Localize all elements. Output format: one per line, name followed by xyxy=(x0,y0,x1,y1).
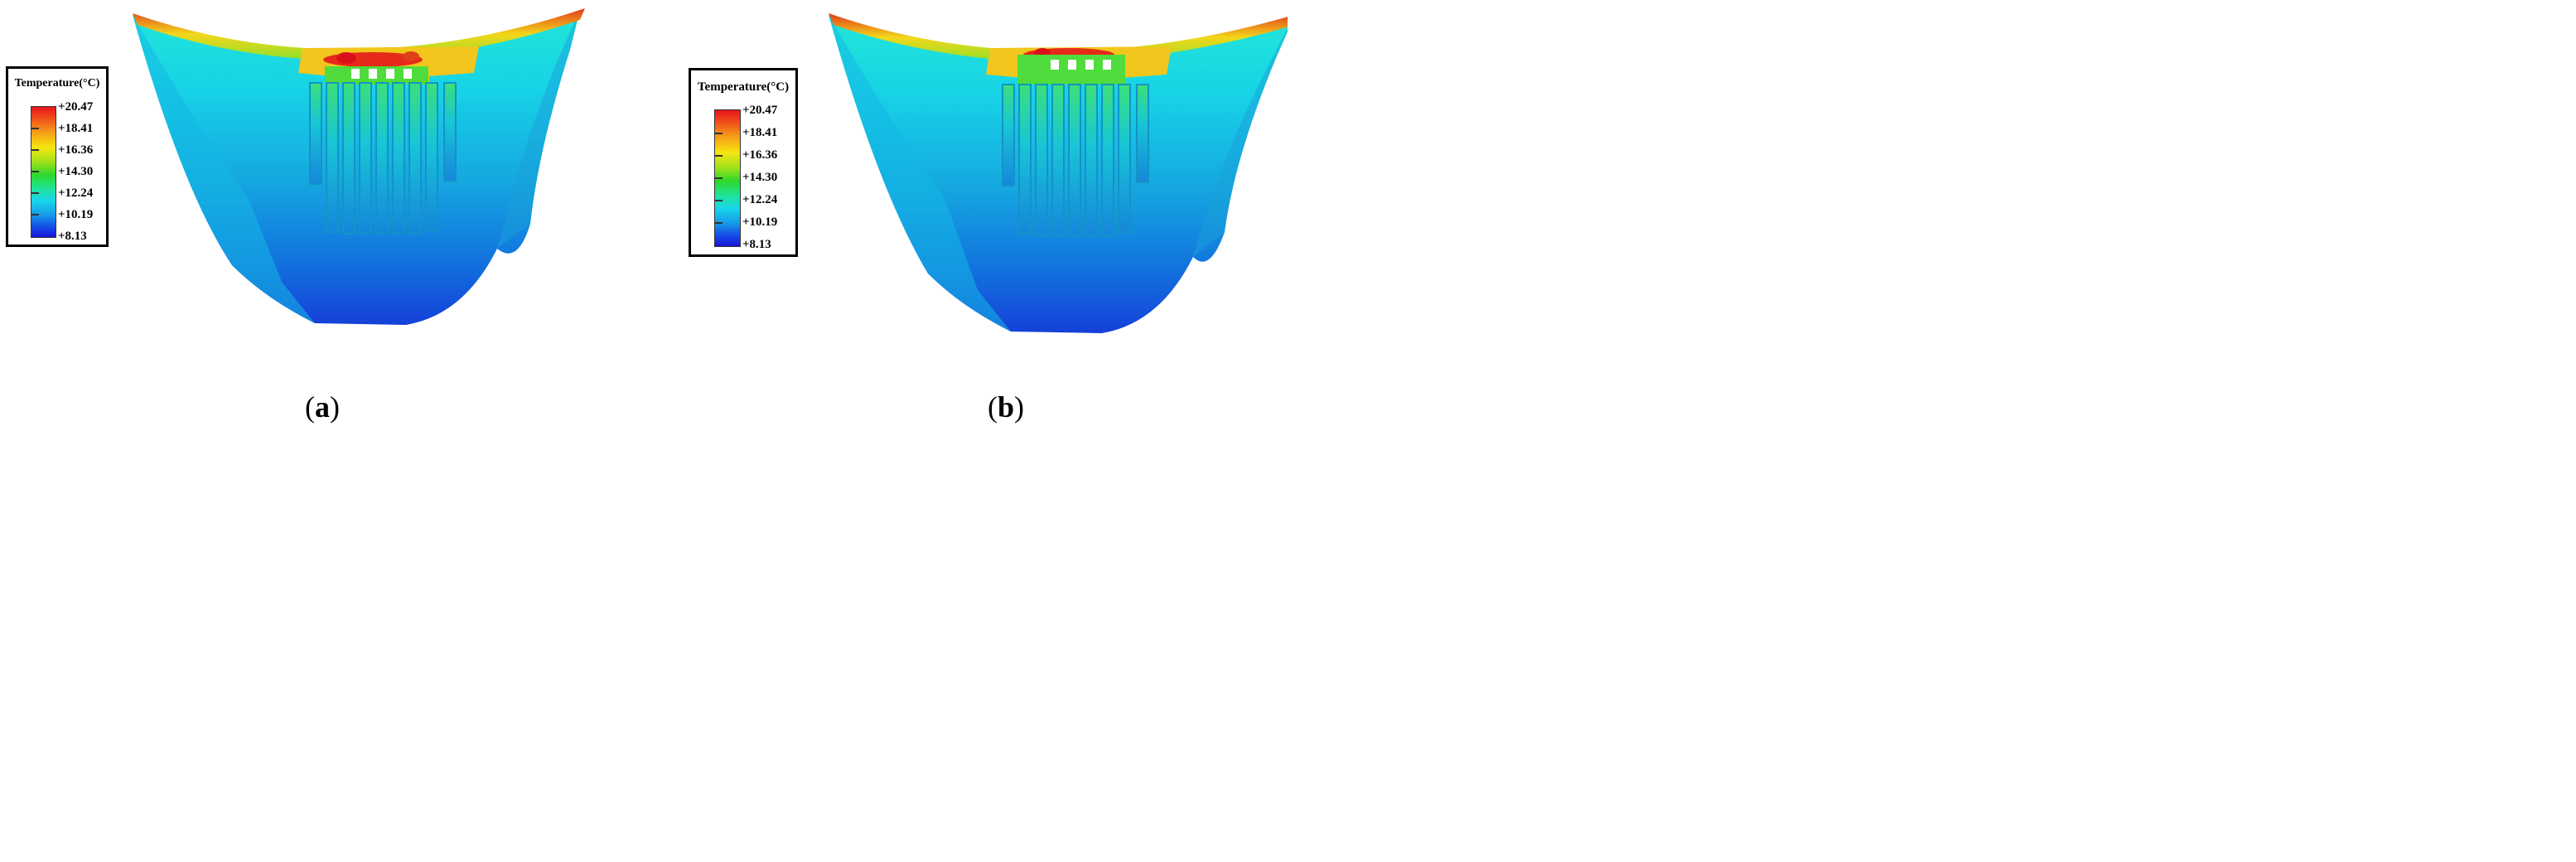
model-side-face xyxy=(133,15,315,323)
tick-label: +14.30 xyxy=(742,171,778,184)
connector-hole xyxy=(1068,60,1076,70)
temperature-legend: Temperature(°C) +20.47 +18.41 +16.36 +14… xyxy=(689,68,798,257)
colorbar xyxy=(31,106,56,238)
connector-hole xyxy=(1103,60,1111,70)
fin-array xyxy=(309,82,457,235)
model-right-face xyxy=(497,10,580,249)
connector-hole xyxy=(404,69,412,79)
hot-spot xyxy=(403,51,419,61)
connector-hole xyxy=(369,69,377,79)
connector-hole xyxy=(351,69,360,79)
tick-label: +8.13 xyxy=(58,230,87,243)
model-side-face xyxy=(829,15,1011,332)
model-top-rim xyxy=(829,13,1288,62)
tick-label: +8.13 xyxy=(742,238,771,251)
connector-hole xyxy=(386,69,394,79)
panel-caption: (a) xyxy=(305,390,340,424)
fin-array xyxy=(1002,84,1149,236)
tick-label: +20.47 xyxy=(58,100,94,114)
tick-label: +10.19 xyxy=(58,208,94,221)
hot-spot xyxy=(336,52,356,64)
tick-label: +10.19 xyxy=(742,216,778,229)
tick-label: +14.30 xyxy=(58,165,94,178)
caption-letter: b xyxy=(998,390,1015,424)
tick-label: +16.36 xyxy=(58,143,94,157)
connector-hole xyxy=(1051,60,1059,70)
thermal-contour-model-b xyxy=(829,13,1288,333)
panel-caption: (b) xyxy=(988,390,1025,424)
tick-label: +12.24 xyxy=(742,193,778,206)
temperature-legend: Temperature(°C) +20.47 +18.41 +16.36 +14… xyxy=(6,66,109,247)
legend-title: Temperature(°C) xyxy=(14,77,100,90)
caption-letter: a xyxy=(315,390,330,424)
thermal-contour-model-a xyxy=(133,8,585,325)
model-right-face xyxy=(1193,28,1288,257)
tick-label: +16.36 xyxy=(742,148,778,162)
tick-label: +18.41 xyxy=(742,126,778,139)
tick-label: +12.24 xyxy=(58,186,94,200)
panel-a: Temperature(°C) +20.47 +18.41 +16.36 +14… xyxy=(6,8,585,424)
panel-b: Temperature(°C) +20.47 +18.41 +16.36 +14… xyxy=(689,13,1288,424)
tick-label: +18.41 xyxy=(58,122,94,135)
legend-title: Temperature(°C) xyxy=(697,80,790,94)
colorbar xyxy=(714,109,741,247)
tick-label: +20.47 xyxy=(742,104,778,117)
connector-hole xyxy=(1085,60,1094,70)
